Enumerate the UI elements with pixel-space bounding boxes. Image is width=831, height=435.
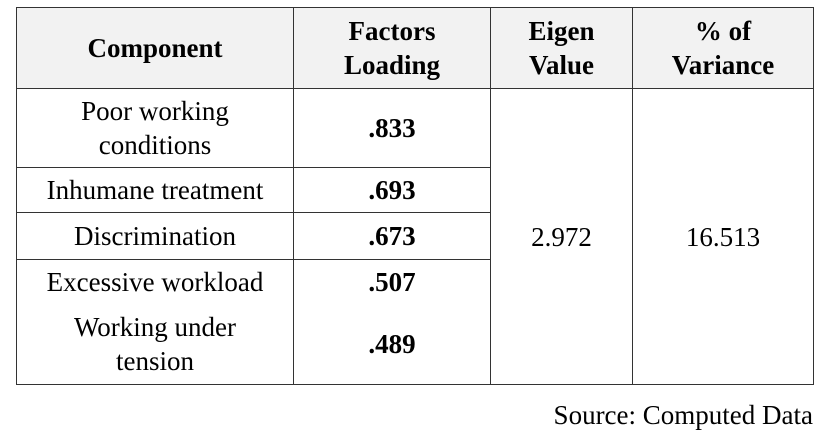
header-percent-variance: % of Variance — [632, 7, 814, 89]
loading-cell: .489 — [293, 304, 491, 385]
table-row: Inhumane treatment .693 — [16, 167, 814, 213]
loading-cell: .833 — [293, 88, 491, 168]
loading-cell: .693 — [293, 167, 491, 213]
percent-variance-cell: 16.513 — [632, 88, 814, 385]
header-factors-loading: Factors Loading — [293, 7, 491, 89]
source-note: Source: Computed Data — [553, 400, 813, 430]
table-row: Discrimination .673 — [16, 212, 814, 260]
table-row: Poor working conditions .833 2.972 16.51… — [16, 88, 814, 385]
component-cell: Excessive workload — [16, 259, 294, 304]
eigen-value-cell: 2.972 — [490, 88, 633, 385]
loading-cell: .673 — [293, 212, 491, 260]
loading-cell: .507 — [293, 259, 491, 304]
component-cell: Discrimination — [16, 212, 294, 260]
table-row: Working under tension .489 — [16, 304, 814, 385]
component-cell: Working under tension — [16, 304, 294, 385]
table-row: Excessive workload .507 — [16, 259, 814, 304]
header-component: Component — [16, 7, 294, 89]
component-cell: Inhumane treatment — [16, 167, 294, 213]
header-eigen-value: Eigen Value — [490, 7, 633, 89]
factor-loading-table: Component Factors Loading Eigen Value % … — [16, 7, 814, 385]
table-header-row: Component Factors Loading Eigen Value % … — [16, 7, 814, 89]
component-cell: Poor working conditions — [16, 88, 294, 168]
